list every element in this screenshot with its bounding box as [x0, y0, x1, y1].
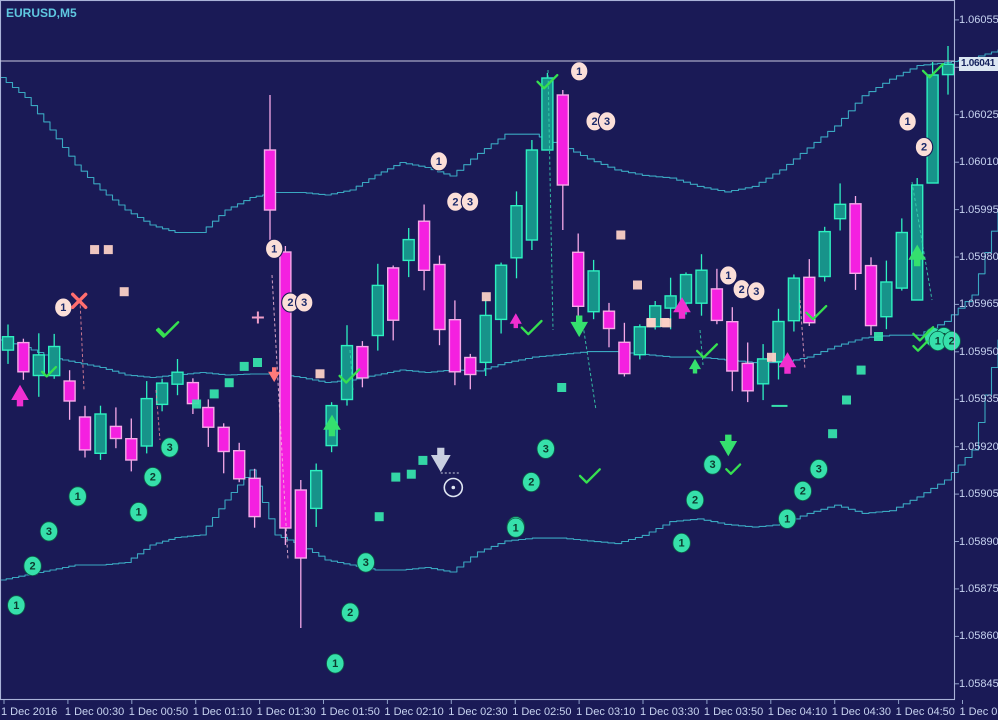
svg-text:2: 2 — [949, 336, 955, 348]
svg-text:3: 3 — [467, 196, 473, 208]
svg-text:2: 2 — [739, 284, 745, 296]
svg-text:1: 1 — [436, 156, 442, 168]
svg-text:1: 1 — [271, 243, 277, 255]
svg-text:1: 1 — [13, 600, 19, 612]
svg-text:2: 2 — [800, 486, 806, 498]
svg-text:2: 2 — [287, 297, 293, 309]
svg-text:1: 1 — [60, 302, 66, 314]
svg-text:1: 1 — [679, 538, 685, 550]
svg-text:2: 2 — [921, 142, 927, 154]
svg-text:3: 3 — [816, 464, 822, 476]
svg-text:1: 1 — [136, 507, 142, 519]
svg-text:1: 1 — [905, 116, 911, 128]
svg-text:3: 3 — [543, 443, 549, 455]
svg-text:1: 1 — [513, 522, 519, 534]
svg-text:2: 2 — [347, 607, 353, 619]
svg-text:1: 1 — [784, 513, 790, 525]
svg-text:2: 2 — [692, 495, 698, 507]
svg-text:3: 3 — [167, 442, 173, 454]
svg-text:3: 3 — [363, 557, 369, 569]
svg-text:2: 2 — [528, 477, 534, 489]
svg-text:1: 1 — [935, 336, 941, 348]
svg-text:3: 3 — [604, 116, 610, 128]
svg-text:2: 2 — [452, 196, 458, 208]
svg-text:3: 3 — [46, 526, 52, 538]
svg-text:1: 1 — [725, 270, 731, 282]
svg-text:3: 3 — [753, 286, 759, 298]
svg-text:3: 3 — [301, 297, 307, 309]
svg-text:3: 3 — [709, 459, 715, 471]
svg-text:2: 2 — [30, 561, 36, 573]
svg-text:2: 2 — [150, 472, 156, 484]
svg-text:2: 2 — [592, 116, 598, 128]
svg-text:1: 1 — [576, 66, 582, 78]
svg-text:1: 1 — [75, 491, 81, 503]
svg-text:1: 1 — [332, 658, 338, 670]
